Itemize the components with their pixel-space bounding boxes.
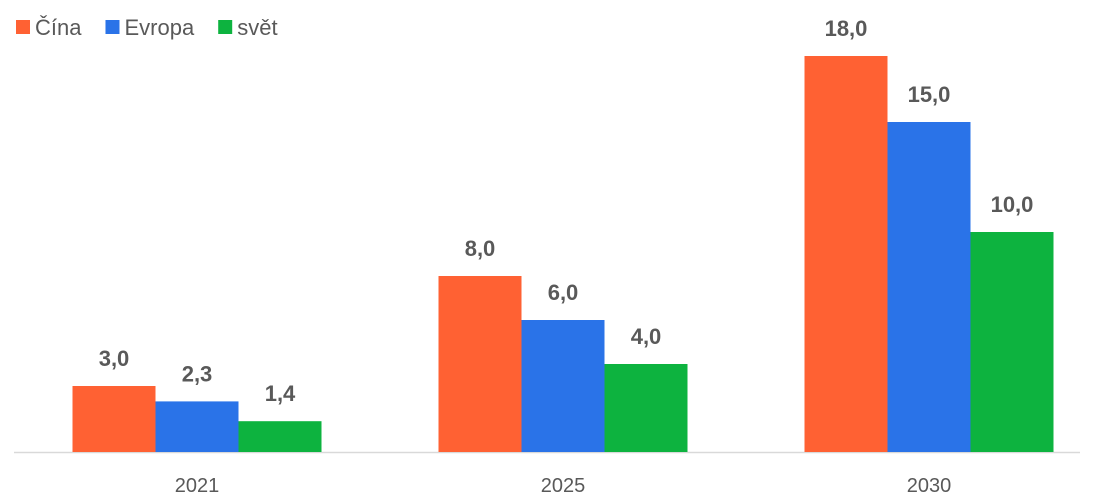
legend-swatch [16,20,30,34]
value-label: 4,0 [631,324,662,349]
x-tick-label: 2021 [175,475,220,497]
value-label: 8,0 [465,236,496,261]
value-label: 2,3 [182,361,213,386]
bar [238,421,322,452]
bar [887,122,971,452]
value-label: 1,4 [265,381,296,406]
bar [970,232,1054,452]
value-label: 15,0 [908,82,951,107]
bar [604,364,688,452]
x-tick-label: 2030 [907,475,952,497]
value-label: 6,0 [548,280,579,305]
value-label: 10,0 [991,192,1034,217]
legend-label: Čína [35,15,82,40]
bar [804,56,888,452]
bar [155,401,239,452]
x-tick-label: 2025 [541,475,586,497]
legend-label: svět [237,15,277,40]
legend-swatch [105,20,120,34]
bar [72,386,156,452]
value-label: 3,0 [99,346,130,371]
value-label: 18,0 [825,16,868,41]
bar [521,320,605,452]
bar [438,276,522,452]
legend-swatch [218,20,233,34]
legend-label: Evropa [124,15,194,40]
